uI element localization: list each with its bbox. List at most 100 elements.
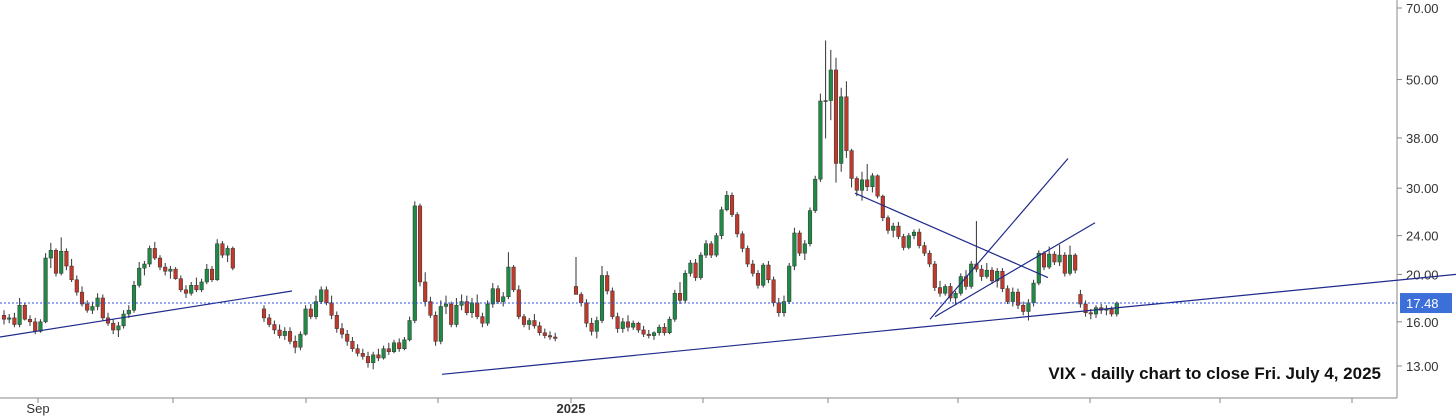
candle: [605, 271, 610, 295]
y-tick-label: 13.00: [1406, 359, 1439, 374]
candle-body-up: [204, 268, 209, 283]
candle: [298, 331, 303, 351]
candle: [662, 323, 667, 336]
candle-body-up: [303, 308, 308, 335]
trendline: [854, 192, 1049, 279]
candle: [516, 285, 521, 320]
candle: [761, 263, 766, 288]
candle-body-up: [823, 100, 828, 102]
candle-body-down: [875, 175, 880, 197]
candle: [917, 228, 922, 249]
candle-body-up: [7, 317, 12, 320]
candle: [412, 201, 417, 324]
x-tick-label: 2025: [557, 401, 586, 416]
trendline: [441, 273, 1456, 375]
candle: [865, 164, 870, 192]
candle-body-up: [469, 302, 475, 313]
candle: [943, 284, 948, 296]
candle: [891, 222, 896, 238]
candle-body-down: [163, 266, 168, 272]
candle: [464, 295, 469, 316]
candle-body-up: [454, 304, 459, 325]
candle: [1000, 268, 1005, 293]
candle-body-down: [12, 317, 17, 325]
candle-body-down: [33, 321, 38, 332]
candle: [885, 215, 891, 234]
candle: [740, 231, 745, 253]
candle: [329, 295, 334, 320]
candle: [293, 335, 298, 354]
candle-body-up: [199, 281, 204, 291]
candle: [755, 270, 761, 289]
candle-body-down: [1021, 304, 1026, 312]
candle-body-down: [287, 331, 293, 342]
candle: [194, 277, 199, 293]
candle: [230, 246, 235, 271]
candle-body-up: [807, 210, 813, 245]
candle-body-up: [121, 313, 126, 327]
candle-body-up: [995, 270, 1000, 282]
candle-body-up: [594, 320, 599, 332]
candle: [490, 283, 495, 308]
candle-body-down: [1005, 288, 1010, 302]
candle: [485, 300, 490, 326]
candle: [781, 295, 787, 317]
candle-body-up: [703, 243, 709, 256]
candle-body-up: [906, 235, 911, 248]
candle-body-up: [1036, 252, 1041, 284]
candle: [547, 331, 553, 340]
candle: [199, 278, 204, 293]
candle-body-down: [615, 316, 620, 329]
candle-body-up: [688, 262, 693, 274]
candle-body-up: [1026, 302, 1031, 312]
candle-body-up: [43, 257, 48, 323]
candle: [813, 175, 818, 213]
candle-body-down: [194, 285, 199, 291]
candle: [495, 285, 501, 305]
candle: [360, 348, 365, 360]
candle-body-up: [506, 266, 511, 298]
candle-body-down: [553, 336, 558, 339]
candle: [1067, 245, 1073, 276]
candle-body-down: [662, 326, 667, 334]
candle: [698, 252, 703, 280]
candle: [683, 270, 688, 303]
candle: [157, 255, 163, 271]
candle-body-down: [365, 356, 371, 364]
candle-body-down: [464, 301, 469, 313]
candle: [303, 305, 308, 336]
candle: [818, 93, 823, 182]
candle: [527, 317, 532, 330]
candle-body-up: [1047, 253, 1052, 268]
candle-body-up: [953, 293, 958, 299]
candle-body-down: [709, 243, 714, 256]
candle-body-down: [750, 263, 755, 274]
candle: [475, 294, 480, 320]
candle-body-down: [625, 321, 631, 328]
candle-body-down: [547, 335, 553, 338]
candle: [906, 232, 911, 250]
candle: [189, 281, 194, 296]
candle-body-up: [870, 175, 875, 188]
candle: [573, 257, 579, 295]
candle-body-up: [1031, 282, 1036, 304]
candle-body-down: [277, 329, 282, 336]
candle-body-down: [735, 214, 740, 235]
candle-body-up: [984, 269, 989, 277]
candle: [849, 148, 854, 188]
candle: [501, 292, 506, 307]
candle-body-up: [490, 288, 495, 305]
candle: [911, 229, 917, 240]
candle: [724, 191, 729, 212]
candle: [693, 259, 698, 281]
y-tick-label: 38.00: [1406, 131, 1439, 146]
candle-body-up: [683, 273, 688, 301]
candle: [901, 233, 906, 251]
candle: [984, 263, 989, 279]
candle-body-down: [1052, 253, 1057, 263]
candle-body-up: [90, 306, 95, 311]
candle-body-down: [745, 248, 750, 265]
candle: [402, 336, 407, 351]
candle-body-down: [511, 266, 516, 291]
